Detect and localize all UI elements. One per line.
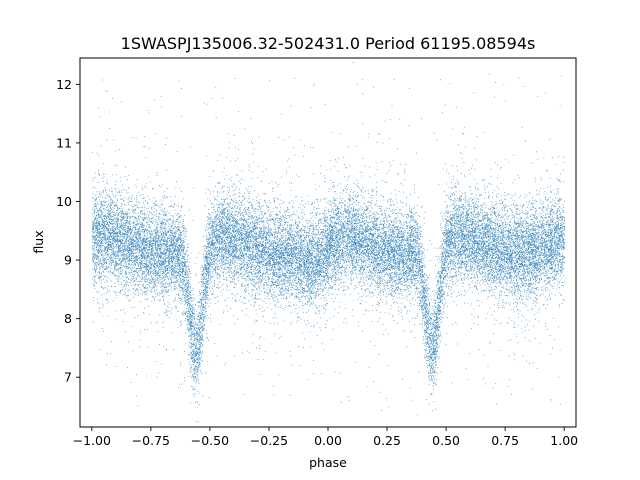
x-axis-ticks: −1.00 −0.75 −0.50 −0.25 0.00 0.25 0.50 0.75 1.00 — [73, 427, 578, 448]
x-tick-label: −1.00 — [73, 433, 111, 448]
y-tick-label: 10 — [56, 194, 72, 209]
y-tick-label: 9 — [64, 253, 72, 268]
flux-scatter-points — [91, 62, 566, 423]
y-axis-label: flux — [31, 230, 46, 253]
y-tick-label: 11 — [56, 135, 72, 150]
x-tick-label: 1.00 — [550, 433, 578, 448]
x-axis-label: phase — [309, 455, 347, 470]
y-tick-label: 7 — [64, 370, 72, 385]
x-tick-label: −0.25 — [250, 433, 288, 448]
x-tick-label: 0.25 — [373, 433, 401, 448]
x-tick-label: 0.75 — [491, 433, 519, 448]
data-points — [91, 62, 566, 423]
y-tick-label: 8 — [64, 311, 72, 326]
x-tick-label: 0.00 — [314, 433, 342, 448]
x-tick-label: −0.75 — [132, 433, 170, 448]
y-tick-label: 12 — [56, 77, 72, 92]
x-tick-label: −0.50 — [191, 433, 229, 448]
chart-title: 1SWASPJ135006.32-502431.0 Period 61195.0… — [121, 34, 536, 53]
x-tick-label: 0.50 — [432, 433, 460, 448]
y-axis-ticks: 7 8 9 10 11 12 — [56, 77, 80, 385]
